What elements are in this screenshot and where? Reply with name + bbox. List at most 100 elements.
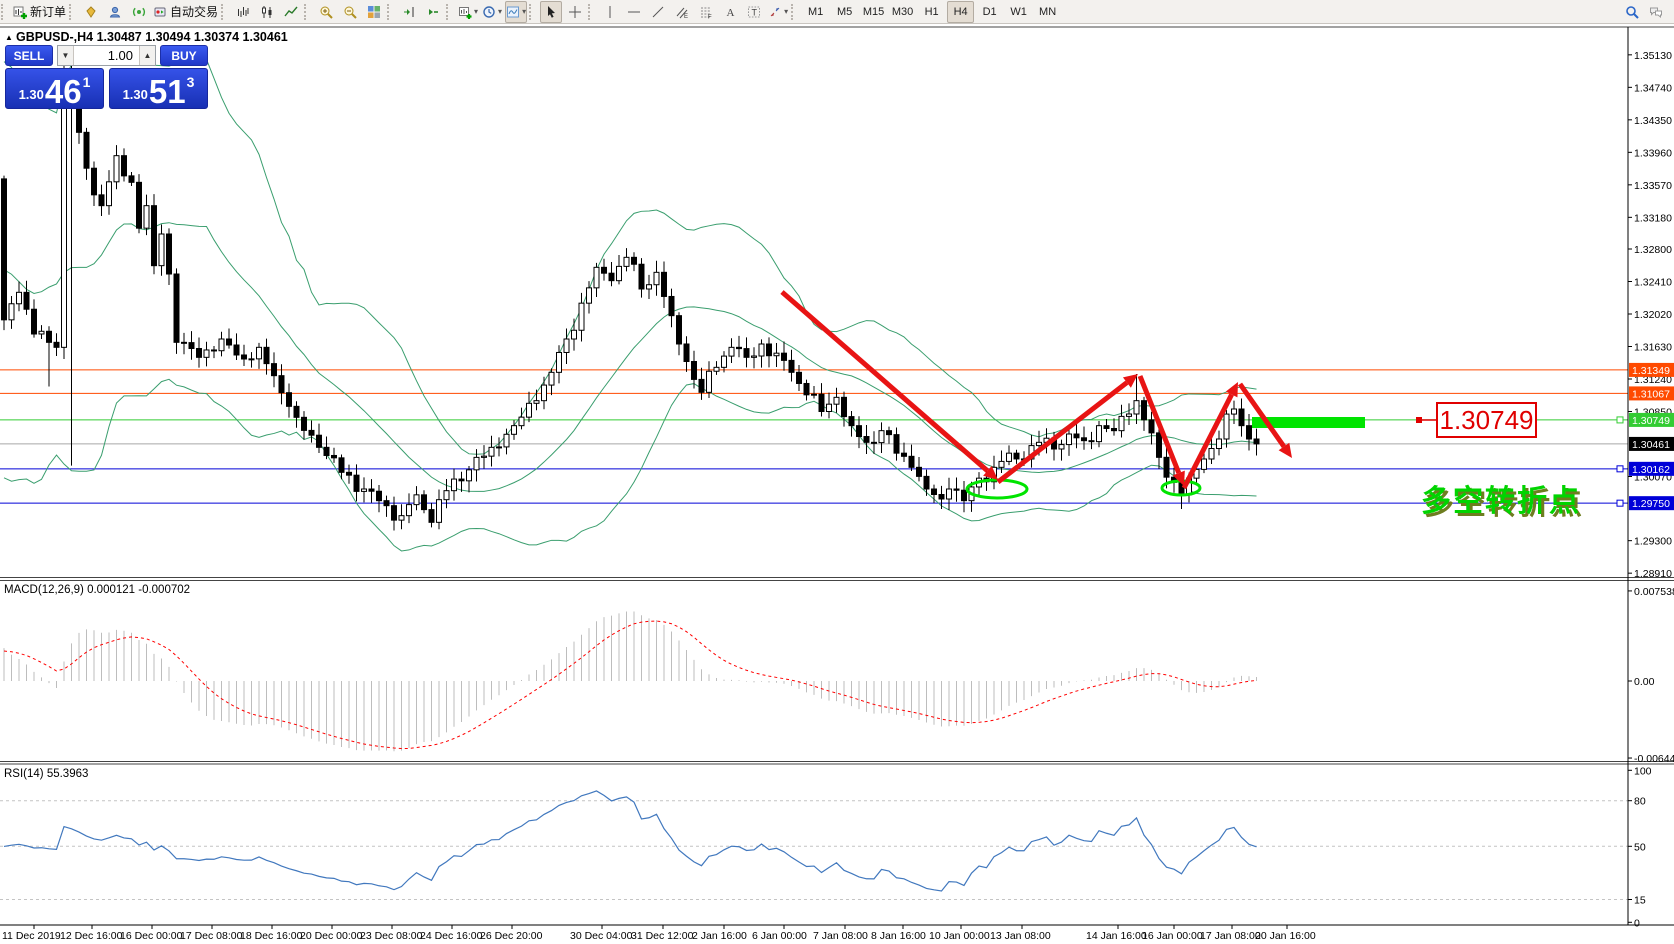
rsi-indicator: [0, 790, 1628, 900]
bar-chart-button[interactable]: [232, 1, 254, 23]
timeframe-m5-button[interactable]: M5: [836, 5, 853, 18]
indicators-button[interactable]: ▾: [505, 0, 528, 23]
new-order-button[interactable]: 新订单: [12, 1, 67, 23]
auto-scroll-button[interactable]: [422, 1, 444, 23]
price-callout-text: 1.30749: [1440, 405, 1534, 435]
sell-button[interactable]: SELL: [5, 45, 53, 66]
bid-price-box[interactable]: 1.30 46 1: [5, 68, 104, 109]
search-icon: [1625, 5, 1639, 19]
one-click-trading-panel: SELL ▼ 1.00 ▲ BUY 1.30 46 1 1.30 51 3: [5, 45, 208, 109]
ask-price-box[interactable]: 1.30 51 3: [109, 68, 208, 109]
timeframe-d1-button[interactable]: D1: [982, 5, 997, 18]
label-button[interactable]: T: [743, 1, 765, 23]
timeframe-w1-button[interactable]: W1: [1010, 5, 1027, 18]
svg-text:1.32800: 1.32800: [1634, 244, 1672, 256]
volume-increase-button[interactable]: ▲: [139, 46, 155, 65]
svg-text:1.28910: 1.28910: [1634, 568, 1672, 580]
toolbar-gripper: [529, 3, 538, 20]
fibonacci-button[interactable]: F: [695, 1, 717, 23]
buy-button[interactable]: BUY: [160, 45, 208, 66]
svg-text:30 Dec 04:00: 30 Dec 04:00: [570, 930, 633, 942]
chart-shift-button[interactable]: [398, 1, 420, 23]
svg-text:1.32410: 1.32410: [1634, 277, 1672, 289]
toolbar-gripper: [387, 3, 396, 20]
chat-button[interactable]: [1645, 1, 1667, 23]
signals-button[interactable]: [128, 1, 150, 23]
channel-button[interactable]: E: [671, 1, 693, 23]
clock-icon: [482, 5, 496, 19]
indicators-icon: [506, 5, 520, 19]
ask-price-big: 51: [148, 72, 186, 110]
search-button[interactable]: [1621, 1, 1643, 23]
svg-text:E: E: [684, 14, 688, 19]
new-chart-button[interactable]: ▾: [457, 1, 479, 23]
diamond-icon: [84, 5, 98, 19]
rsi-axis[interactable]: 100 80 50 15 0: [1628, 765, 1652, 929]
macd-indicator: [3, 611, 1257, 752]
dropdown-arrow-icon[interactable]: ▾: [784, 7, 789, 16]
line-chart-button[interactable]: [280, 1, 302, 23]
trendline-button[interactable]: [647, 1, 669, 23]
market-watch-button[interactable]: [80, 1, 102, 23]
svg-text:1.35130: 1.35130: [1634, 50, 1672, 62]
dropdown-arrow-icon[interactable]: ▾: [498, 7, 503, 16]
red-trend-arrow: [1181, 393, 1234, 490]
text-button[interactable]: A: [719, 1, 741, 23]
dropdown-arrow-icon[interactable]: ▾: [522, 7, 527, 16]
timeframe-h4-button[interactable]: H4: [947, 0, 975, 23]
tile-windows-button[interactable]: [363, 1, 385, 23]
candlestick-chart-button[interactable]: [256, 1, 278, 23]
toolbar-gripper: [1, 3, 10, 20]
timeframe-h1-button[interactable]: H1: [924, 5, 939, 18]
svg-text:1.31349: 1.31349: [1632, 365, 1670, 377]
svg-text:23 Dec 08:00: 23 Dec 08:00: [360, 930, 423, 942]
horizontal-level-lines[interactable]: [0, 369, 1628, 504]
svg-text:11 Dec 2019: 11 Dec 2019: [2, 930, 61, 942]
dropdown-arrow-icon[interactable]: ▾: [474, 7, 479, 16]
volume-decrease-button[interactable]: ▼: [58, 46, 74, 65]
drawn-annotations[interactable]: 1.30749: [780, 290, 1537, 500]
timeframe-m30-button[interactable]: M30: [891, 5, 914, 18]
volume-value[interactable]: 1.00: [107, 48, 133, 63]
candlesticks: [1, 53, 1260, 531]
svg-text:0.007538: 0.007538: [1634, 586, 1674, 598]
vertical-line-button[interactable]: [599, 1, 621, 23]
zoom-out-button[interactable]: [339, 1, 361, 23]
timeframe-m1-button[interactable]: M1: [807, 5, 824, 18]
svg-text:2 Jan 16:00: 2 Jan 16:00: [692, 930, 747, 942]
red-trend-arrow: [780, 290, 990, 473]
crosshair-button[interactable]: [564, 1, 586, 23]
price-axis[interactable]: 1.35130 1.34740 1.34350 1.33960 1.33570 1.331…: [1616, 50, 1674, 580]
green-ellipse: [965, 478, 1029, 500]
neworder-icon: [13, 5, 27, 19]
horizontal-line-button[interactable]: [623, 1, 645, 23]
svg-text:1.30749: 1.30749: [1632, 415, 1670, 427]
macd-axis[interactable]: 0.007538 0.00 -0.006446: [1628, 586, 1674, 765]
svg-text:13 Jan 08:00: 13 Jan 08:00: [990, 930, 1051, 942]
svg-text:0.00: 0.00: [1634, 676, 1655, 688]
bars-icon: [236, 5, 250, 19]
toolbar-gripper: [221, 3, 230, 20]
svg-text:80: 80: [1634, 796, 1646, 808]
chart-titles: ▲ GBPUSD-,H4 1.30487 1.30494 1.30374 1.30…: [4, 30, 288, 780]
svg-text:100: 100: [1634, 765, 1652, 777]
svg-text:7 Jan 08:00: 7 Jan 08:00: [813, 930, 868, 942]
autotrading-button[interactable]: 自动交易: [152, 1, 219, 23]
cursor-button[interactable]: [540, 0, 563, 23]
svg-text:20 Jan 16:00: 20 Jan 16:00: [1255, 930, 1316, 942]
hline-icon: [627, 5, 641, 19]
volume-stepper: ▼ 1.00 ▲: [57, 45, 156, 66]
svg-text:F: F: [708, 14, 712, 19]
profiles-button[interactable]: ▾: [481, 1, 503, 23]
red-trend-arrow: [1237, 382, 1286, 448]
shapes-button[interactable]: ▾: [767, 1, 789, 23]
zoom-in-button[interactable]: [315, 1, 337, 23]
green-highlight-rect: [1252, 417, 1365, 428]
toolbar-gripper: [791, 3, 800, 20]
navigator-button[interactable]: [104, 1, 126, 23]
timeframe-m15-button[interactable]: M15: [862, 5, 885, 18]
timeframe-mn-button[interactable]: MN: [1039, 5, 1057, 18]
